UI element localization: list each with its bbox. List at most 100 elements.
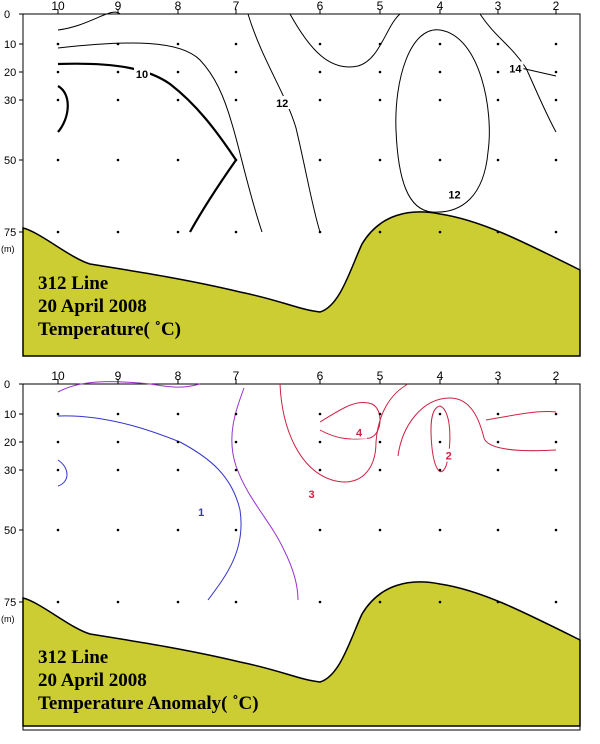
sample-point — [56, 412, 60, 416]
sample-point — [496, 600, 500, 604]
y-tick-label: 50 — [4, 525, 16, 537]
contour-line — [397, 397, 557, 457]
temperature-caption: 312 Line 20 April 2008 Temperature( ˚C) — [38, 272, 181, 341]
sample-point — [438, 468, 442, 472]
contour-label-bg — [440, 448, 457, 462]
sample-point — [176, 600, 180, 604]
contour-line — [319, 402, 381, 440]
y-tick-label: 0 — [4, 379, 10, 391]
sample-point — [318, 440, 322, 444]
y-tick-label: 75 — [4, 227, 16, 239]
x-tick-label: 7 — [233, 370, 240, 383]
x-tick-label: 7 — [233, 0, 240, 13]
sample-point — [234, 98, 238, 102]
sample-point — [176, 98, 180, 102]
sample-point — [554, 600, 558, 604]
contour-label: 14 — [509, 63, 522, 75]
contour-line — [430, 405, 451, 473]
sample-point — [438, 42, 442, 46]
x-tick-label: 9 — [115, 370, 122, 383]
contour-line — [57, 85, 69, 133]
contour-line — [57, 62, 238, 233]
sample-point — [56, 440, 60, 444]
sample-point — [438, 230, 442, 234]
sample-point — [496, 230, 500, 234]
sample-point — [116, 528, 120, 532]
sample-point — [496, 468, 500, 472]
x-tick-label: 3 — [495, 370, 502, 383]
y-tick-label: 50 — [4, 155, 16, 167]
x-tick-label: 3 — [495, 0, 502, 13]
caption-line-date: 20 April 2008 — [38, 670, 147, 691]
anomaly-caption: 312 Line 20 April 2008 Temperature Anoma… — [38, 646, 259, 715]
sample-point — [176, 468, 180, 472]
sample-point — [176, 158, 180, 162]
y-tick-label: 30 — [4, 465, 16, 477]
sample-point — [496, 158, 500, 162]
sample-point — [56, 158, 60, 162]
sample-point — [234, 230, 238, 234]
x-tick-label: 8 — [175, 0, 182, 13]
y-tick-label: 10 — [4, 39, 16, 51]
sample-point — [116, 230, 120, 234]
contour-label-bg — [507, 61, 524, 75]
x-tick-label: 8 — [175, 370, 182, 383]
sample-point — [496, 98, 500, 102]
sample-point — [116, 412, 120, 416]
x-tick-label: 2 — [553, 0, 560, 13]
sample-point — [176, 70, 180, 74]
sample-point — [496, 440, 500, 444]
sample-point — [234, 528, 238, 532]
sample-point — [234, 158, 238, 162]
sample-point — [496, 70, 500, 74]
contour-label: 4 — [356, 428, 363, 440]
sample-point — [176, 528, 180, 532]
x-tick-label: 10 — [51, 0, 65, 13]
x-tick-label: 5 — [377, 0, 384, 13]
caption-line-date: 20 April 2008 — [38, 296, 147, 317]
contour-label-bg — [134, 67, 150, 81]
temperature-anomaly-panel: 10 9 8 7 6 5 4 3 2 0 10 20 30 50 75 (m) 1 2 3 4 312 Line 20… — [0, 370, 600, 744]
sample-point — [318, 98, 322, 102]
contour-label-bg — [446, 187, 463, 201]
sample-point — [116, 440, 120, 444]
y-unit-label: (m) — [1, 244, 15, 254]
y-tick-label: 20 — [4, 437, 16, 449]
x-tick-label: 4 — [437, 370, 444, 383]
sample-point — [378, 70, 382, 74]
y-tick-label: 0 — [4, 9, 10, 21]
sample-point — [318, 230, 322, 234]
caption-line-name: 312 Line — [38, 273, 109, 294]
contour-label: 12 — [448, 190, 460, 202]
x-tick-label: 10 — [51, 370, 65, 383]
contour-label-bg — [193, 505, 210, 518]
sample-point — [56, 600, 60, 604]
contour-line — [57, 42, 263, 233]
sample-point — [438, 600, 442, 604]
sample-point — [116, 468, 120, 472]
x-tick-label: 4 — [437, 0, 444, 13]
sample-point — [318, 70, 322, 74]
contour-line — [57, 381, 201, 393]
sample-point — [318, 528, 322, 532]
sample-point — [554, 98, 558, 102]
sample-point — [234, 70, 238, 74]
contour-line — [57, 415, 242, 601]
sample-point — [554, 528, 558, 532]
sample-point — [438, 412, 442, 416]
sample-point — [554, 468, 558, 472]
sample-point — [176, 42, 180, 46]
sample-point — [318, 42, 322, 46]
sample-point — [438, 440, 442, 444]
sample-point — [554, 412, 558, 416]
x-tick-label: 9 — [115, 0, 122, 13]
y-tick-label: 30 — [4, 95, 16, 107]
sample-point — [554, 70, 558, 74]
sample-point — [234, 440, 238, 444]
contour-line — [485, 411, 557, 421]
contour-label-bg — [351, 425, 367, 439]
sample-point — [438, 528, 442, 532]
sample-point — [554, 230, 558, 234]
sample-point — [318, 468, 322, 472]
